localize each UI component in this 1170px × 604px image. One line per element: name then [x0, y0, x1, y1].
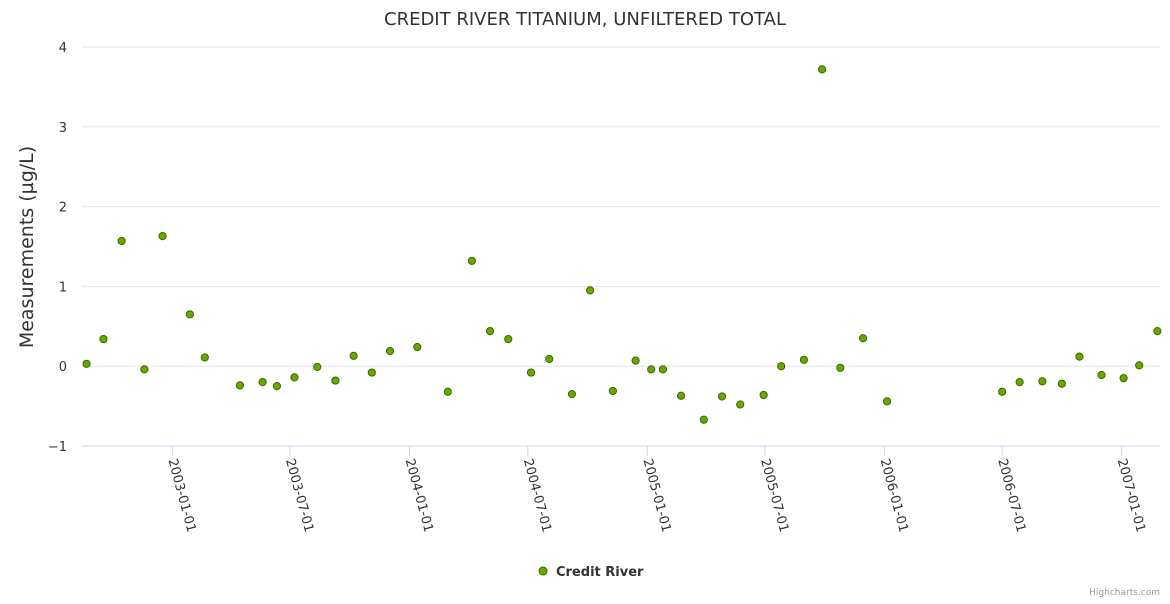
data-point[interactable]: [1135, 361, 1144, 370]
data-point[interactable]: [258, 378, 267, 387]
data-point[interactable]: [717, 392, 727, 401]
y-tick-label: 0: [59, 360, 67, 375]
data-point[interactable]: [349, 351, 358, 360]
data-point[interactable]: [1153, 326, 1162, 336]
data-point[interactable]: [290, 373, 299, 382]
data-point[interactable]: [504, 334, 513, 344]
legend-item-credit-river[interactable]: Credit River: [556, 565, 644, 580]
data-point[interactable]: [1097, 370, 1106, 380]
series-credit-river: [82, 65, 1162, 424]
y-tick-label: 2: [59, 201, 67, 216]
data-point[interactable]: [331, 376, 340, 385]
data-point[interactable]: [882, 397, 892, 406]
data-point[interactable]: [235, 381, 244, 390]
data-point[interactable]: [117, 236, 126, 246]
x-axis: [82, 445, 1160, 456]
data-point[interactable]: [385, 346, 395, 356]
y-tick-label: −1: [48, 440, 67, 455]
data-point[interactable]: [443, 387, 452, 396]
data-point[interactable]: [759, 390, 768, 400]
data-point[interactable]: [658, 365, 668, 374]
data-point[interactable]: [467, 256, 476, 265]
data-point[interactable]: [1075, 352, 1084, 361]
data-point[interactable]: [608, 386, 617, 396]
y-tick-label: 4: [59, 41, 67, 56]
y-axis-label: Measurements (µg/L): [16, 146, 38, 348]
legend-marker: [538, 566, 548, 576]
data-point[interactable]: [586, 286, 595, 295]
data-point[interactable]: [1038, 377, 1047, 386]
data-point[interactable]: [82, 359, 91, 368]
y-tick-label: 3: [59, 121, 67, 136]
data-point[interactable]: [799, 355, 809, 364]
data-point[interactable]: [631, 356, 640, 365]
data-point[interactable]: [998, 387, 1007, 396]
data-point[interactable]: [647, 365, 656, 374]
data-point[interactable]: [818, 65, 827, 74]
data-point[interactable]: [485, 326, 495, 336]
data-point[interactable]: [185, 310, 194, 319]
data-point[interactable]: [836, 363, 845, 372]
data-point[interactable]: [545, 354, 554, 364]
y-gridlines: [82, 46, 1160, 367]
data-point[interactable]: [413, 342, 422, 352]
data-point[interactable]: [200, 353, 209, 362]
data-point[interactable]: [736, 400, 745, 409]
data-point[interactable]: [777, 362, 786, 371]
data-point[interactable]: [1015, 378, 1024, 387]
data-point[interactable]: [272, 382, 282, 391]
data-point[interactable]: [567, 390, 577, 399]
chart-title: CREDIT RIVER TITANIUM, UNFILTERED TOTAL: [384, 9, 786, 30]
data-point[interactable]: [1057, 379, 1066, 388]
data-point[interactable]: [158, 232, 167, 241]
credits-link[interactable]: Highcharts.com: [1089, 588, 1160, 598]
data-point[interactable]: [99, 334, 108, 344]
data-point[interactable]: [367, 368, 376, 377]
y-tick-labels: −1 0 1 2 3 4: [48, 41, 67, 455]
data-point[interactable]: [526, 368, 536, 377]
data-point[interactable]: [677, 391, 686, 400]
y-tick-label: 1: [59, 280, 67, 295]
data-point[interactable]: [858, 334, 868, 343]
data-point[interactable]: [1119, 374, 1128, 383]
data-point[interactable]: [699, 415, 708, 424]
legend[interactable]: Credit River: [538, 565, 644, 580]
data-point[interactable]: [140, 365, 149, 374]
data-point[interactable]: [313, 362, 322, 372]
